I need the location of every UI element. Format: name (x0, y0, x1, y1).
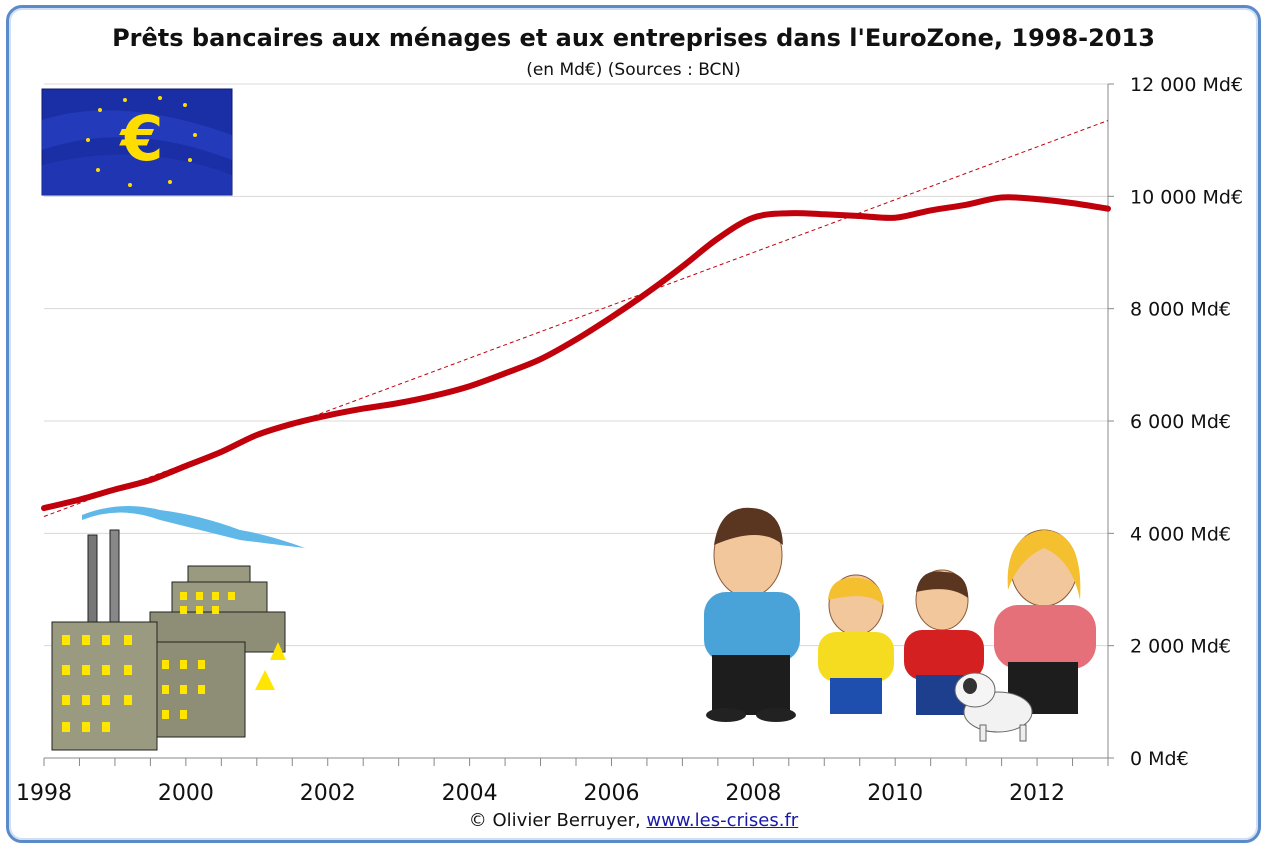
factory-icon (51, 506, 305, 751)
y-tick-label: 0 Md€ (1130, 748, 1189, 770)
copyright-text: © Olivier Berruyer, (468, 810, 641, 831)
x-tick-label: 1998 (16, 781, 72, 806)
x-tick-label: 2012 (1009, 781, 1065, 806)
x-tick-label: 2000 (158, 781, 214, 806)
x-tick-label: 2006 (583, 781, 639, 806)
y-tick-label: 4 000 Md€ (1130, 523, 1231, 545)
y-tick-label: 8 000 Md€ (1130, 299, 1231, 321)
euro-flag-icon: € (41, 88, 233, 196)
y-tick-label: 10 000 Md€ (1130, 186, 1243, 208)
chart-title: Prêts bancaires aux ménages et aux entre… (112, 24, 1155, 52)
website-link[interactable]: www.les-crises.fr (646, 810, 799, 831)
trend-line (43, 120, 1109, 517)
x-tick-label: 2004 (442, 781, 498, 806)
y-tick-label: 6 000 Md€ (1130, 411, 1231, 433)
x-tick-label: 2010 (867, 781, 923, 806)
series-layer (41, 120, 1111, 517)
x-tick-label: 2008 (725, 781, 781, 806)
x-tick-label: 2002 (300, 781, 356, 806)
y-tick-label: 12 000 Md€ (1130, 74, 1243, 96)
euro-symbol: € (118, 102, 163, 175)
family-icon (704, 507, 1096, 742)
footer-credit: © Olivier Berruyer, www.les-crises.fr (0, 810, 1267, 831)
loans-series-line (41, 194, 1111, 512)
chart-subtitle: (en Md€) (Sources : BCN) (526, 60, 741, 80)
y-tick-label: 2 000 Md€ (1130, 636, 1231, 658)
y-tick-labels: 0 Md€ 2 000 Md€ 4 000 Md€ 6 000 Md€ 8 000 Md… (1130, 74, 1243, 770)
x-tick-labels: 1998 2000 2002 2004 2006 2008 2010 2012 (16, 781, 1065, 806)
